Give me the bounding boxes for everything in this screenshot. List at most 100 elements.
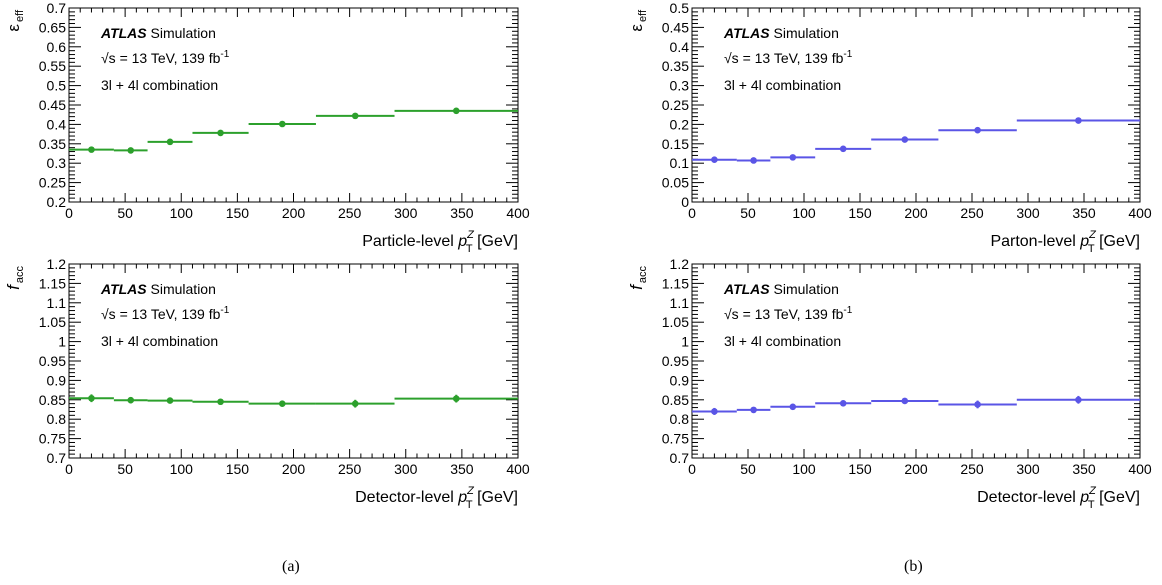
x-tick-label: 50 — [117, 205, 133, 221]
y-tick-label: 1.15 — [39, 275, 66, 291]
x-tick-label: 250 — [338, 205, 362, 221]
data-point — [901, 136, 909, 143]
y-tick-label: 1 — [681, 334, 689, 350]
data-point — [839, 145, 847, 153]
data-point — [88, 394, 95, 402]
data-point — [789, 154, 797, 161]
atlas-label: ATLAS Simulation — [723, 25, 839, 41]
y-axis-label: facc — [4, 266, 26, 290]
panel-b-top: 0 50 100 150 200 250 300 350 400 0 0.05 0.1 0.15 0.2 0… — [627, 0, 1152, 255]
x-tick-label: 300 — [394, 461, 418, 477]
energy-lumi-text: √s = 13 TeV, 139 fb — [101, 306, 221, 322]
y-tick-label: 0.7 — [47, 0, 67, 16]
y-tick-label: 0.85 — [662, 392, 689, 408]
y-axis-label: ε eff — [4, 9, 26, 32]
x-tick-label: 0 — [688, 205, 696, 221]
energy-lumi-label: √s = 13 TeV, 139 fb-1 — [101, 49, 230, 66]
data-point — [452, 107, 460, 115]
y-tick-label: 0.55 — [39, 58, 66, 74]
y-tick-label: 0.5 — [670, 0, 690, 16]
atlas-label: ATLAS Simulation — [100, 281, 216, 297]
data-point — [750, 157, 757, 164]
data-point — [452, 395, 460, 402]
energy-lumi-label: √s = 13 TeV, 139 fb-1 — [724, 49, 853, 66]
x-tick-label: 150 — [226, 461, 250, 477]
x-axis-label-sub: T — [1088, 499, 1095, 511]
energy-lumi-label: √s = 13 TeV, 139 fb-1 — [724, 305, 853, 322]
x-axis-label-sup: Z — [1088, 229, 1097, 241]
y-tick-label: 0.3 — [47, 155, 67, 171]
x-axis-label: Parton-level pZ T [GeV] — [990, 229, 1140, 255]
data-point — [127, 396, 135, 404]
data-point — [351, 400, 359, 407]
y-axis-label-main: f — [4, 283, 23, 290]
x-tick-label: 300 — [1016, 461, 1040, 477]
data-point — [127, 147, 135, 154]
y-tick-label: 0.45 — [662, 19, 689, 35]
y-axis-label-sub: eff — [14, 9, 26, 22]
y-tick-label: 0.9 — [670, 372, 690, 388]
y-tick-label: 0.05 — [662, 175, 689, 191]
x-tick-label: 400 — [506, 461, 530, 477]
x-axis-label-main: Detector-level — [977, 489, 1080, 506]
data-point — [278, 400, 286, 407]
y-tick-label: 1.1 — [47, 295, 67, 311]
x-tick-label: 0 — [65, 461, 73, 477]
x-axis-label-sub: T — [1088, 243, 1095, 255]
x-tick-label: 0 — [65, 205, 73, 221]
y-tick-label: 0.95 — [662, 353, 689, 369]
x-tick-label: 250 — [960, 205, 984, 221]
x-tick-label: 0 — [688, 461, 696, 477]
data-point — [166, 397, 174, 404]
y-axis-label: ε eff — [627, 9, 649, 32]
x-tick-label: 150 — [226, 205, 250, 221]
x-axis-label-unit: [GeV] — [473, 489, 518, 506]
y-tick-label: 0.7 — [670, 450, 690, 466]
x-tick-label: 50 — [740, 461, 756, 477]
x-axis-label: Detector-level pZ T [GeV] — [355, 485, 518, 511]
x-axis-label-unit: [GeV] — [1095, 233, 1140, 250]
caption-a: (a) — [282, 558, 300, 575]
x-tick-label: 200 — [282, 461, 306, 477]
data-point — [1075, 117, 1082, 124]
y-tick-label: 1.05 — [39, 314, 66, 330]
x-axis-label-main: Detector-level — [355, 489, 458, 506]
x-tick-label: 250 — [960, 461, 984, 477]
x-tick-label: 200 — [904, 205, 928, 221]
x-tick-label: 400 — [1128, 461, 1152, 477]
y-axis-label: facc — [627, 266, 649, 290]
y-tick-label: 0.35 — [39, 136, 66, 152]
y-tick-label: 0.95 — [39, 353, 66, 369]
atlas-brand: ATLAS — [723, 25, 770, 41]
lumi-exponent: -1 — [220, 305, 229, 316]
data-point — [974, 126, 981, 134]
y-tick-label: 0.35 — [662, 58, 689, 74]
x-axis-label-unit: [GeV] — [473, 233, 518, 250]
y-tick-label: 0.9 — [47, 372, 67, 388]
simulation-label: Simulation — [770, 281, 839, 297]
x-tick-label: 50 — [740, 205, 756, 221]
y-tick-label: 0.6 — [47, 39, 67, 55]
energy-lumi-text: √s = 13 TeV, 139 fb — [724, 306, 844, 322]
data-point — [974, 401, 981, 408]
y-tick-label: 0.85 — [39, 392, 66, 408]
data-point — [88, 146, 95, 153]
atlas-label: ATLAS Simulation — [723, 281, 839, 297]
data-point — [217, 398, 224, 406]
y-tick-label: 0.7 — [47, 450, 67, 466]
data-point — [789, 403, 797, 411]
y-tick-label: 1.1 — [670, 295, 690, 311]
combination-label: 3l + 4l combination — [724, 333, 841, 349]
energy-lumi-text: √s = 13 TeV, 139 fb — [101, 50, 221, 66]
y-tick-label: 1.2 — [47, 256, 67, 272]
x-tick-label: 350 — [450, 461, 474, 477]
x-axis-label-var: p — [457, 489, 467, 506]
x-axis-label-sup: Z — [466, 485, 475, 497]
y-tick-label: 0.1 — [670, 155, 690, 171]
x-tick-label: 50 — [117, 461, 133, 477]
y-tick-label: 0.2 — [670, 116, 690, 132]
atlas-brand: ATLAS — [100, 25, 147, 41]
x-tick-label: 350 — [450, 205, 474, 221]
x-tick-label: 250 — [338, 461, 362, 477]
combination-label: 3l + 4l combination — [724, 77, 841, 93]
